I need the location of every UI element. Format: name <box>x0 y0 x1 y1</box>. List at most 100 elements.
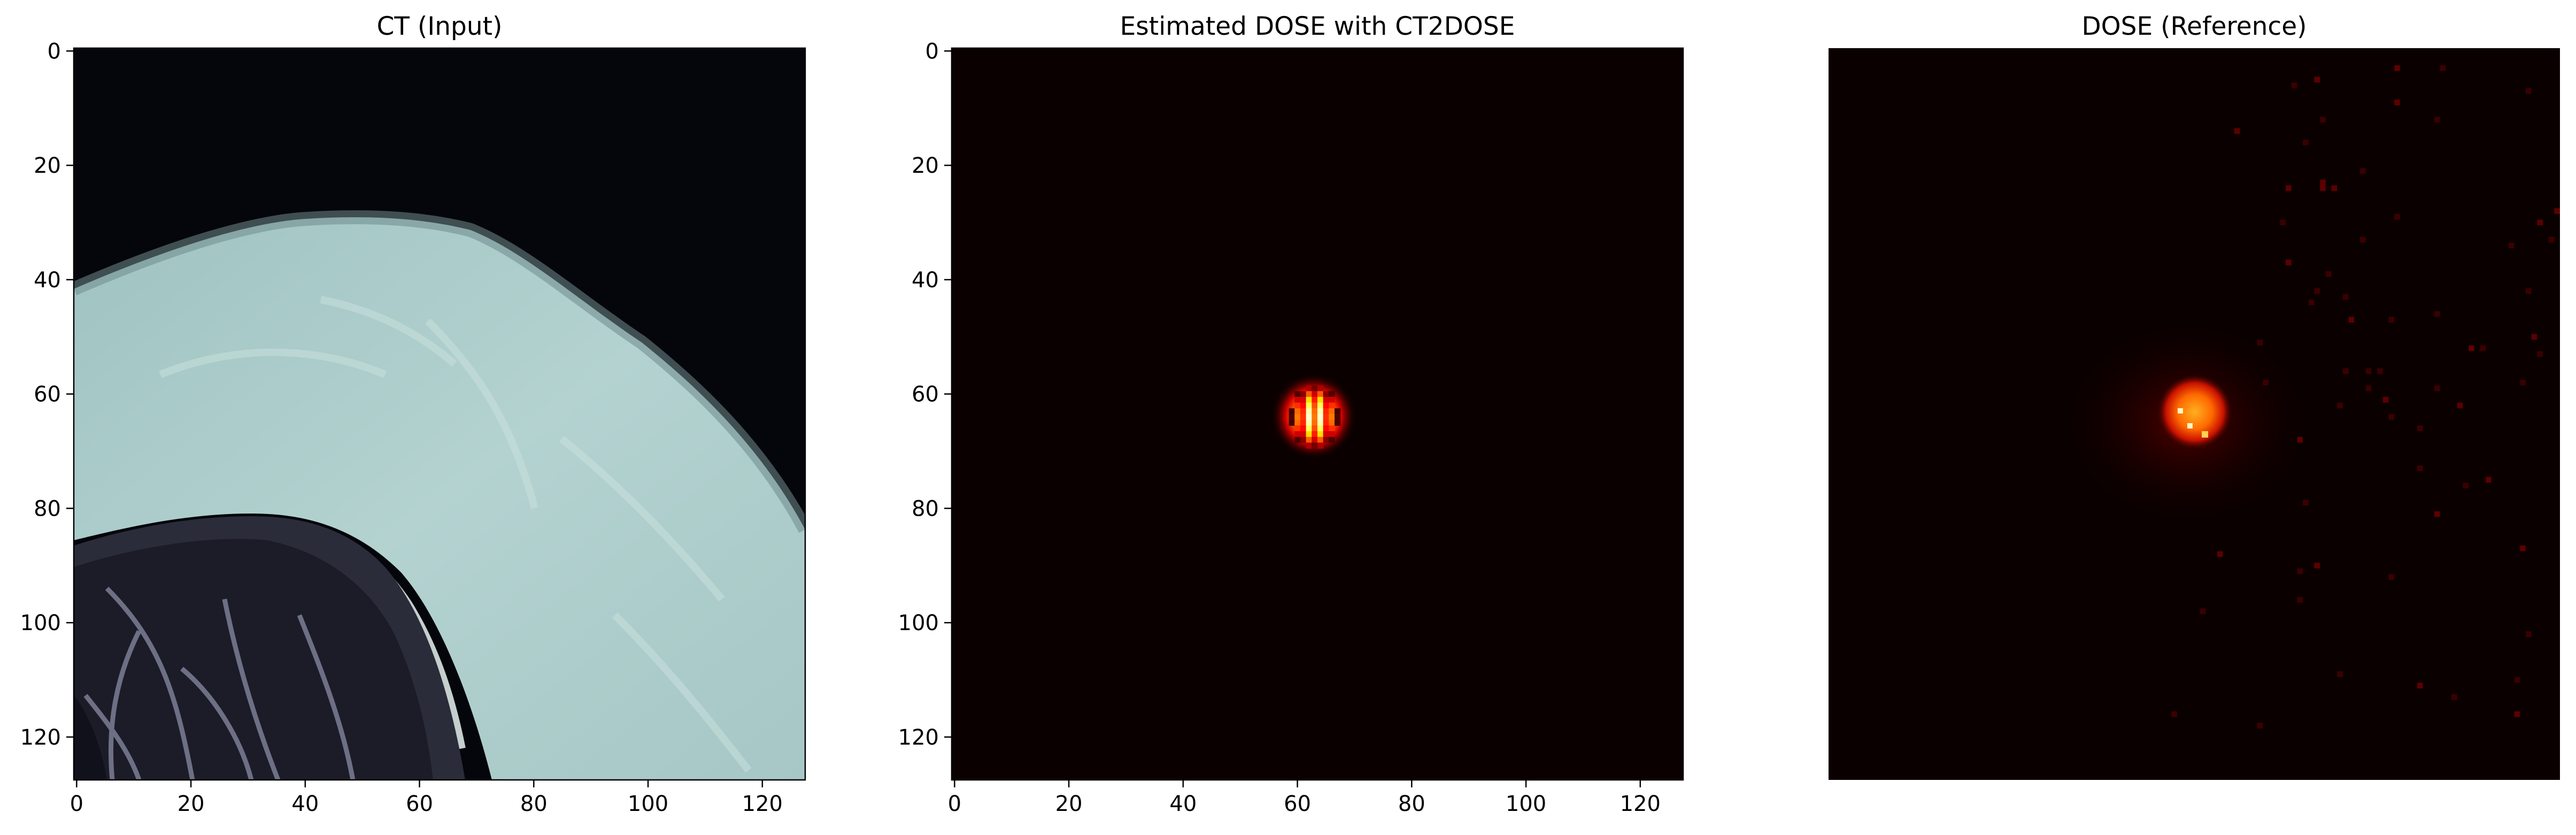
y-tick-label: 100 <box>898 611 939 635</box>
noise-pixel <box>2480 345 2486 351</box>
ct-axes-frame <box>73 47 806 781</box>
dose-pixel <box>1300 425 1307 432</box>
noise-pixel <box>2314 76 2320 83</box>
noise-pixel <box>2359 168 2366 174</box>
estimated-dose-ticks: 0 20 40 60 80 100 120 0 20 40 60 80 100 120 <box>898 39 1661 816</box>
noise-pixel <box>2314 288 2320 294</box>
noise-pixel <box>2365 368 2372 374</box>
dose-pixel <box>1289 419 1295 426</box>
dose-pixel <box>1335 414 1341 420</box>
dose-pixel <box>1306 396 1312 403</box>
y-tick-label: 40 <box>34 268 61 293</box>
dose-pixel <box>1306 442 1312 449</box>
dose-pixel <box>1306 408 1312 415</box>
noise-pixel <box>2348 317 2355 323</box>
ct-tissue-texture <box>159 296 752 773</box>
x-tick-label: 60 <box>406 792 433 816</box>
ct-image <box>74 48 805 780</box>
y-tick-label: 100 <box>20 611 61 635</box>
x-tick-label: 80 <box>520 792 547 816</box>
noise-pixel <box>2331 185 2338 191</box>
dose-pixel <box>1317 408 1324 415</box>
dose-pixel <box>1294 408 1301 415</box>
noise-pixel <box>2342 368 2349 374</box>
y-tick-label: 20 <box>912 154 939 178</box>
y-tick-label: 60 <box>34 382 61 407</box>
dose-pixel <box>1294 402 1301 409</box>
dose-pixel <box>1294 391 1301 397</box>
noise-pixel <box>2200 608 2206 615</box>
dose-pixel <box>1294 396 1301 403</box>
x-tick-label: 120 <box>742 792 783 816</box>
noise-pixel <box>2525 288 2532 294</box>
noise-pixel <box>2554 208 2560 214</box>
dose-pixel <box>1306 391 1312 397</box>
reference-dose-title: DOSE (Reference) <box>2081 12 2307 41</box>
dose-pixel <box>1323 425 1329 432</box>
x-tick-label: 40 <box>1169 792 1197 816</box>
dose-pixel <box>1329 419 1335 426</box>
noise-pixel <box>2417 425 2423 432</box>
ct-skin-edge <box>74 210 805 533</box>
reference-dose-noise <box>2171 65 2560 729</box>
noise-pixel <box>2486 477 2492 483</box>
estimated-dose-title: Estimated DOSE with CT2DOSE <box>1120 12 1515 41</box>
x-tick-label: 100 <box>628 792 668 816</box>
noise-pixel <box>2382 396 2389 403</box>
noise-pixel <box>2297 568 2303 574</box>
noise-pixel <box>2440 65 2446 71</box>
noise-pixel <box>2394 99 2400 105</box>
dose-pixel <box>1317 425 1324 432</box>
dose-pixel <box>1312 414 1318 420</box>
noise-pixel <box>2337 402 2343 409</box>
noise-pixel <box>2514 677 2520 683</box>
dose-pixel <box>1306 402 1312 409</box>
dose-pixel <box>1312 442 1318 449</box>
dose-pixel <box>1306 425 1312 432</box>
dose-pixel <box>1306 431 1312 438</box>
noise-pixel <box>2434 385 2440 392</box>
dose-pixel <box>1329 436 1335 443</box>
dose-pixel <box>1329 408 1335 415</box>
noise-pixel <box>2520 545 2526 551</box>
noise-pixel <box>2525 88 2532 94</box>
noise-pixel <box>2520 379 2526 386</box>
noise-pixel <box>2303 500 2309 505</box>
dose-pixel <box>1312 408 1318 415</box>
dose-pixel <box>1300 396 1307 403</box>
dose-pixel <box>1306 385 1312 392</box>
noise-pixel <box>2537 219 2543 226</box>
dose-pixel <box>1335 419 1341 426</box>
dose-pixel <box>1317 442 1324 449</box>
noise-pixel <box>2417 465 2423 471</box>
dose-pixel <box>1306 419 1312 426</box>
dose-pixel <box>1323 436 1329 443</box>
noise-pixel <box>2325 271 2332 277</box>
estimated-dose-image <box>952 48 1683 780</box>
x-tick-label: 20 <box>1055 792 1083 816</box>
y-tick-label: 60 <box>912 382 939 407</box>
dose-pixel <box>1312 385 1318 392</box>
noise-pixel <box>2297 597 2303 603</box>
dose-pixel <box>1329 396 1335 403</box>
noise-pixel <box>2320 185 2326 191</box>
estimated-dose-axes-frame <box>951 47 1684 781</box>
noise-pixel <box>2548 236 2555 243</box>
dose-pixel <box>1312 419 1318 426</box>
dose-pixel <box>1294 436 1301 443</box>
dose-pixel <box>1312 436 1318 443</box>
y-tick-label: 120 <box>898 725 939 750</box>
dose-pixel <box>1323 402 1329 409</box>
dose-pixel <box>1312 425 1318 432</box>
noise-pixel <box>2263 379 2269 386</box>
ct-ticks: 0 20 40 60 80 100 120 0 20 40 60 80 100 120 <box>20 39 783 816</box>
dose-pixel <box>1289 414 1295 420</box>
noise-pixel <box>2291 82 2297 88</box>
dose-pixel <box>1323 396 1329 403</box>
dose-pixel <box>1329 402 1335 409</box>
x-tick-label: 0 <box>948 792 961 816</box>
y-tick-label: 20 <box>34 154 61 178</box>
x-tick-label: 100 <box>1506 792 1546 816</box>
dose-pixel <box>1306 436 1312 443</box>
dose-pixel <box>1329 414 1335 420</box>
